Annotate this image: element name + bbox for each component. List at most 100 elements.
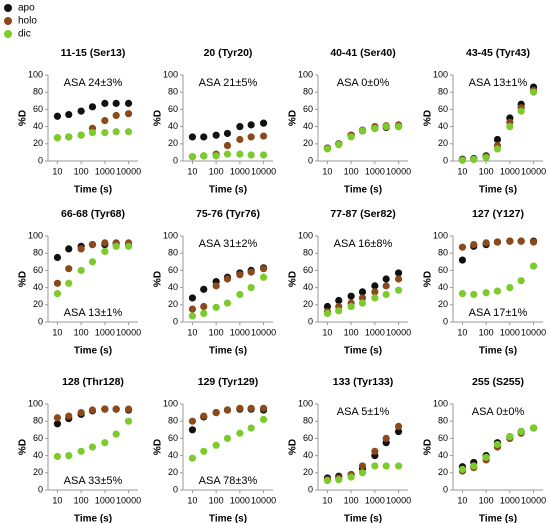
data-point xyxy=(101,129,109,137)
data-point xyxy=(188,417,197,425)
x-axis-label: Time (s) xyxy=(344,346,382,357)
data-point xyxy=(358,127,367,135)
x-axis-label: Time (s) xyxy=(209,185,247,196)
data-point xyxy=(335,141,343,149)
panel-title: 133 (Tyr133) xyxy=(333,376,394,388)
y-tick-label: 40 xyxy=(303,121,313,131)
y-tick-label: 0 xyxy=(173,484,178,494)
data-point xyxy=(188,133,197,141)
data-point xyxy=(65,279,73,287)
x-tick-label: 100 xyxy=(479,166,494,176)
panel-title: 75-76 (Tyr76) xyxy=(196,208,260,220)
annotation: ASA 0±0% xyxy=(337,77,390,89)
data-point xyxy=(347,473,355,481)
data-point xyxy=(517,277,525,285)
y-axis-label: %D xyxy=(153,439,164,455)
x-tick-label: 1000 xyxy=(230,327,250,337)
y-tick-label: 20 xyxy=(168,299,178,309)
panel: 66-68 (Tyr68) 0 20 40 60 80 100 10 100 1000 10000 T… xyxy=(18,208,141,357)
data-point xyxy=(124,405,133,413)
y-tick-label: 20 xyxy=(303,138,313,148)
y-tick-label: 40 xyxy=(438,450,448,460)
y-tick-label: 80 xyxy=(33,87,43,97)
data-point xyxy=(247,133,255,141)
data-point xyxy=(223,129,232,138)
data-point xyxy=(358,288,367,296)
y-tick-label: 0 xyxy=(173,155,178,165)
panel: 75-76 (Tyr76) 0 20 40 60 80 100 10 100 1000 10000 T… xyxy=(153,208,276,357)
data-point xyxy=(212,303,220,311)
y-tick-label: 0 xyxy=(308,316,313,326)
data-point xyxy=(470,241,478,249)
data-point xyxy=(77,447,85,455)
y-tick-label: 60 xyxy=(438,104,448,114)
data-point xyxy=(493,135,502,144)
x-tick-label: 1000 xyxy=(500,327,520,337)
data-point xyxy=(212,131,220,139)
panel-title: 127 (Y127) xyxy=(472,208,524,220)
data-point xyxy=(382,282,390,290)
data-point xyxy=(53,290,62,298)
legend-label: dic xyxy=(18,29,31,40)
annotation: ASA 5±1% xyxy=(337,406,390,418)
data-point xyxy=(53,134,62,142)
data-point xyxy=(124,110,133,118)
data-point xyxy=(470,290,478,299)
y-tick-label: 0 xyxy=(38,155,43,165)
x-tick-label: 1000 xyxy=(500,495,520,505)
data-point xyxy=(335,476,343,484)
y-tick-label: 20 xyxy=(438,138,448,148)
data-point xyxy=(88,103,97,111)
data-point xyxy=(53,414,62,422)
data-point xyxy=(529,262,538,270)
y-tick-label: 40 xyxy=(168,450,178,460)
y-axis-label: %D xyxy=(288,271,299,287)
y-axis-label: %D xyxy=(423,439,434,455)
panel: 40-41 (Ser40) 0 20 40 60 80 100 10 100 1000 10000 T… xyxy=(288,47,411,196)
x-tick-label: 100 xyxy=(344,495,359,505)
data-point xyxy=(371,462,379,470)
x-tick-label: 10 xyxy=(457,495,467,505)
data-point xyxy=(347,302,355,311)
data-point xyxy=(382,434,390,442)
data-point xyxy=(236,150,244,158)
legend-marker xyxy=(4,4,12,12)
y-tick-label: 100 xyxy=(433,398,448,408)
data-point xyxy=(371,288,379,296)
data-point xyxy=(112,111,120,120)
data-point xyxy=(529,424,538,432)
data-point xyxy=(200,152,208,160)
y-tick-label: 20 xyxy=(303,299,313,309)
annotation: ASA 33±5% xyxy=(64,475,123,487)
data-point xyxy=(112,430,120,438)
y-axis-label: %D xyxy=(153,271,164,287)
x-tick-label: 10 xyxy=(187,166,197,176)
panel: 20 (Tyr20) 0 20 40 60 80 100 10 100 1000 10000 Time… xyxy=(153,47,276,196)
data-point xyxy=(200,285,208,293)
data-point xyxy=(347,133,355,141)
data-point xyxy=(236,271,244,279)
data-point xyxy=(53,452,62,461)
data-point xyxy=(77,131,85,139)
y-tick-label: 100 xyxy=(163,69,178,79)
data-point xyxy=(200,309,208,317)
data-point xyxy=(323,145,332,153)
y-tick-label: 40 xyxy=(438,121,448,131)
y-tick-label: 80 xyxy=(303,248,313,258)
data-point xyxy=(212,441,220,449)
data-point xyxy=(53,253,62,262)
y-tick-label: 0 xyxy=(173,316,178,326)
data-point xyxy=(223,141,232,150)
annotation: ASA 0±0% xyxy=(472,406,525,418)
x-tick-label: 100 xyxy=(479,327,494,337)
data-point xyxy=(470,462,478,470)
data-point xyxy=(112,128,120,136)
data-point xyxy=(188,305,197,313)
y-tick-label: 100 xyxy=(163,230,178,240)
x-tick-label: 100 xyxy=(74,166,89,176)
data-point xyxy=(458,156,467,164)
data-point xyxy=(247,121,255,129)
data-point xyxy=(529,238,538,246)
data-point xyxy=(223,406,232,414)
y-tick-label: 60 xyxy=(438,433,448,443)
